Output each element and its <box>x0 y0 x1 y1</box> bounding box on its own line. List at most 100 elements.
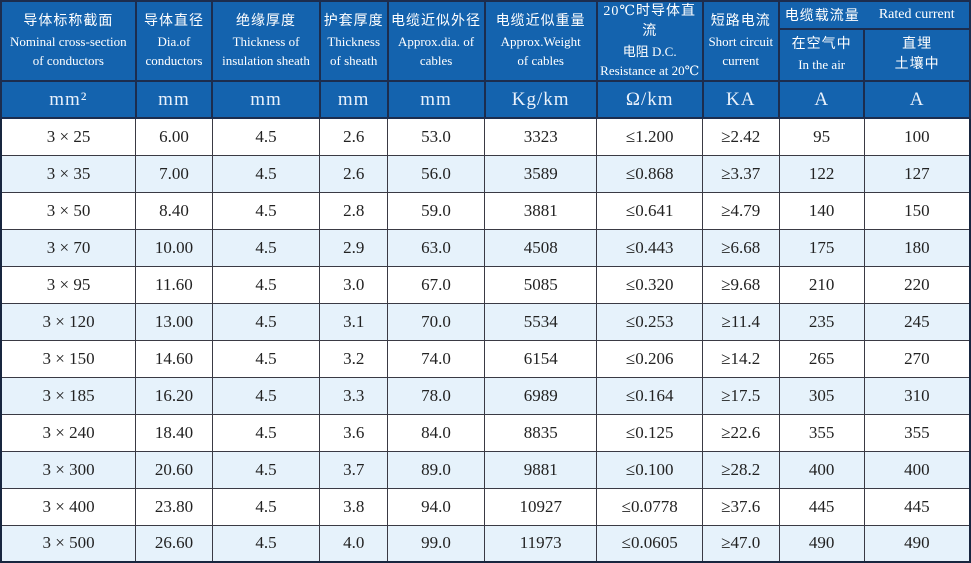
header-line-cn: 电阻 D.C. <box>622 44 677 59</box>
table-cell: 180 <box>863 228 971 267</box>
table-cell: 3 × 240 <box>0 413 137 452</box>
table-cell: 6989 <box>483 376 598 415</box>
table-cell: 3.3 <box>319 376 389 415</box>
table-cell: ≥4.79 <box>702 191 780 230</box>
table-cell: 4.5 <box>211 487 321 526</box>
table-cell: 2.8 <box>319 191 389 230</box>
table-cell: 3881 <box>483 191 598 230</box>
table-cell: 3 × 150 <box>0 339 137 378</box>
header-line-cn: 短路电流 <box>710 14 771 29</box>
table-row: 3 × 150 14.60 4.5 3.2 74.0 6154 ≤0.206 ≥14.2 265… <box>0 339 971 378</box>
table-cell: ≥37.6 <box>702 487 780 526</box>
col-header-short-circuit-current: 短路电流 Short circuit current <box>701 0 781 82</box>
table-cell: ≥3.37 <box>702 154 780 193</box>
table-cell: 13.00 <box>135 302 213 341</box>
header-line-en: Thickness of <box>232 34 300 49</box>
table-cell: 7.00 <box>135 154 213 193</box>
col-header-buried-in-soil: 直埋 土壤中 <box>863 27 971 82</box>
table-cell: 56.0 <box>387 154 485 193</box>
table-cell: 2.9 <box>319 228 389 267</box>
col-header-approx-weight: 电缆近似重量 Approx.Weight of cables <box>483 0 598 82</box>
unit-cell: mm <box>134 80 214 119</box>
table-cell: 4.5 <box>211 413 321 452</box>
table-cell: 3.7 <box>319 450 389 489</box>
header-line-en: Thickness <box>327 34 381 49</box>
table-cell: 400 <box>778 450 865 489</box>
col-header-conductor-diameter: 导体直径 Dia.of conductors <box>134 0 214 82</box>
unit-cell: mm <box>318 80 389 119</box>
table-cell: 175 <box>778 228 865 267</box>
table-cell: 3.2 <box>319 339 389 378</box>
table-row: 3 × 400 23.80 4.5 3.8 94.0 10927 ≤0.0778 ≥37.6 4… <box>0 487 971 526</box>
table-cell: 3.1 <box>319 302 389 341</box>
table-cell: ≤0.641 <box>596 191 703 230</box>
table-cell: 5085 <box>483 265 598 304</box>
header-line-cn: 导体直径 <box>143 14 204 29</box>
table-cell: 4.5 <box>211 339 321 378</box>
header-line-cn: 土壤中 <box>894 56 940 72</box>
table-cell: ≥17.5 <box>702 376 780 415</box>
table-cell: 3 × 35 <box>0 154 137 193</box>
table-cell: 6.00 <box>135 117 213 156</box>
table-cell: 2.6 <box>319 117 389 156</box>
table-cell: ≥22.6 <box>702 413 780 452</box>
table-cell: ≥6.68 <box>702 228 780 267</box>
table-cell: 16.20 <box>135 376 213 415</box>
col-header-in-air: 在空气中 In the air <box>778 27 866 82</box>
unit-cell: mm <box>386 80 486 119</box>
header-line-en: cables <box>419 53 453 68</box>
table-cell: 23.80 <box>135 487 213 526</box>
table-cell: 6154 <box>483 339 598 378</box>
table-cell: 490 <box>863 524 971 563</box>
header-line-en: Nominal cross-section <box>10 34 127 49</box>
table-cell: 355 <box>778 413 865 452</box>
table-cell: 67.0 <box>387 265 485 304</box>
table-cell: ≥9.68 <box>702 265 780 304</box>
table-cell: 3.6 <box>319 413 389 452</box>
unit-cell: mm² <box>0 80 137 119</box>
header-sub-row: 在空气中 In the air 直埋 土壤中 <box>1 27 971 82</box>
header-line-en: insulation sheath <box>222 53 310 68</box>
header-line-en: current <box>722 53 760 68</box>
unit-cell: Ω/km <box>595 80 704 119</box>
table-cell: 11.60 <box>135 265 213 304</box>
table-body: 3 × 25 6.00 4.5 2.6 53.0 3323 ≤1.200 ≥2.42 95 100… <box>0 117 971 563</box>
table-cell: 70.0 <box>387 302 485 341</box>
table-cell: 5534 <box>483 302 598 341</box>
table-cell: 10.00 <box>135 228 213 267</box>
header-line-en: of sheath <box>330 53 378 68</box>
table-header: 导体标称截面 Nominal cross-section of conducto… <box>0 0 971 119</box>
table-cell: 99.0 <box>387 524 485 563</box>
table-cell: 11973 <box>483 524 598 563</box>
header-line-cn: 电缆载流量 <box>784 8 860 24</box>
col-header-nominal-cross-section: 导体标称截面 Nominal cross-section of conducto… <box>0 0 137 82</box>
table-cell: 95 <box>778 117 865 156</box>
table-row: 3 × 240 18.40 4.5 3.6 84.0 8835 ≤0.125 ≥22.6 355… <box>0 413 971 452</box>
table-cell: 4.5 <box>211 524 321 563</box>
table-cell: 245 <box>863 302 971 341</box>
table-cell: 490 <box>778 524 865 563</box>
table-cell: ≤0.0778 <box>596 487 703 526</box>
table-cell: 59.0 <box>387 191 485 230</box>
unit-cell: A <box>863 80 971 119</box>
header-line-en: Rated current <box>878 6 955 22</box>
table-cell: 305 <box>778 376 865 415</box>
table-cell: 63.0 <box>387 228 485 267</box>
table-cell: ≤1.200 <box>596 117 703 156</box>
table-cell: ≤0.253 <box>596 302 703 341</box>
table-cell: 3 × 500 <box>0 524 137 563</box>
table-cell: 3 × 400 <box>0 487 137 526</box>
table-cell: 3 × 70 <box>0 228 137 267</box>
table-cell: 220 <box>863 265 971 304</box>
table-cell: ≥28.2 <box>702 450 780 489</box>
table-cell: 3323 <box>483 117 598 156</box>
table-cell: 4508 <box>483 228 598 267</box>
table-cell: 3 × 25 <box>0 117 137 156</box>
header-title-row: 导体标称截面 Nominal cross-section of conducto… <box>0 0 971 82</box>
header-line-cn: 在空气中 <box>791 37 852 53</box>
col-header-insulation-thickness: 绝缘厚度 Thickness of insulation sheath <box>211 0 321 82</box>
table-cell: ≥14.2 <box>702 339 780 378</box>
table-cell: 445 <box>863 487 971 526</box>
table-cell: 84.0 <box>387 413 485 452</box>
